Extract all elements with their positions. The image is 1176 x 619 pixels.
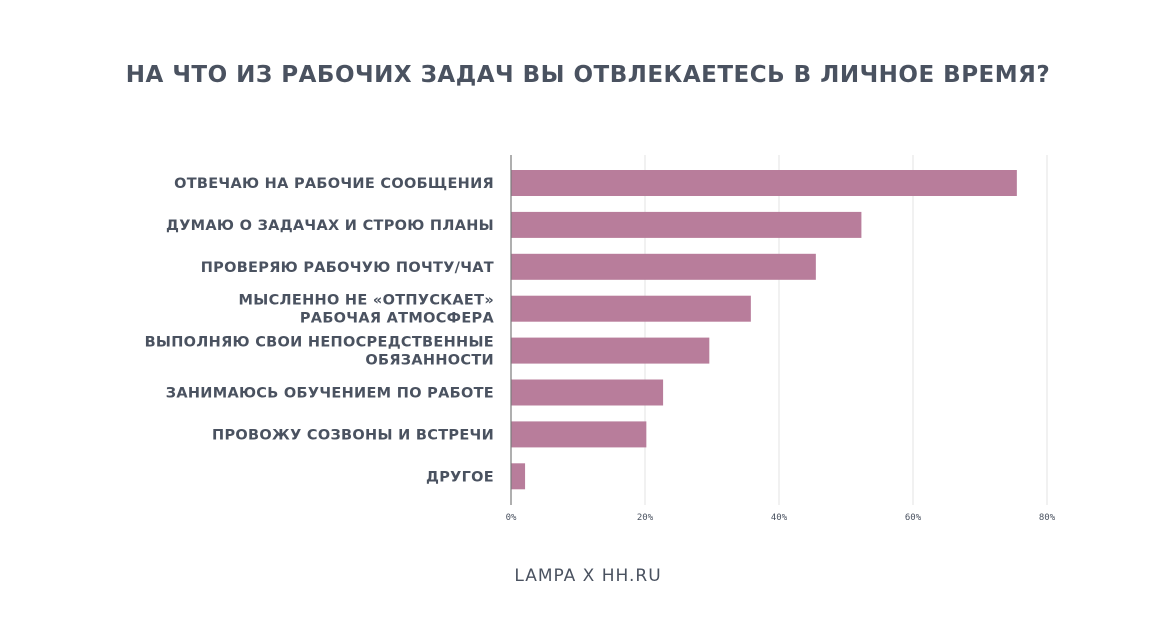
- category-label: ОТВЕЧАЮ НА РАБОЧИЕ СООБЩЕНИЯ: [174, 176, 494, 192]
- bar: [511, 295, 751, 322]
- category-label: ЗАНИМАЮСЬ ОБУЧЕНИЕМ ПО РАБОТЕ: [166, 386, 494, 402]
- bar: [511, 170, 1017, 196]
- bar: [511, 421, 647, 448]
- category-label: ДРУГОЕ: [426, 469, 494, 485]
- category-label: МЫСЛЕННО НЕ «ОТПУСКАЕТ» РАБОЧАЯ АТМОСФЕРА: [239, 293, 495, 327]
- category-label: ПРОВЕРЯЮ РАБОЧУЮ ПОЧТУ/ЧАТ: [201, 260, 494, 276]
- bar: [511, 379, 664, 406]
- x-tick-label: 0%: [506, 513, 517, 523]
- category-label: ВЫПОЛНЯЮ СВОИ НЕПОСРЕДСТВЕННЫЕ ОБЯЗАННОСТ…: [145, 335, 494, 369]
- x-tick-label: 40%: [771, 513, 788, 523]
- x-tick-label: 20%: [637, 513, 654, 523]
- bar: [511, 253, 816, 280]
- chart-title: НА ЧТО ИЗ РАБОЧИХ ЗАДАЧ ВЫ ОТВЛЕКАЕТЕСЬ …: [125, 62, 1051, 88]
- x-tick-label: 60%: [905, 513, 922, 523]
- bar: [511, 211, 862, 238]
- bar: [511, 337, 710, 364]
- bar: [511, 463, 526, 490]
- source-footer: LAMPA X HH.RU: [514, 566, 662, 586]
- category-label: ПРОВОЖУ СОЗВОНЫ И ВСТРЕЧИ: [212, 427, 494, 443]
- category-label: ДУМАЮ О ЗАДАЧАХ И СТРОЮ ПЛАНЫ: [166, 218, 494, 234]
- x-tick-label: 80%: [1039, 513, 1056, 523]
